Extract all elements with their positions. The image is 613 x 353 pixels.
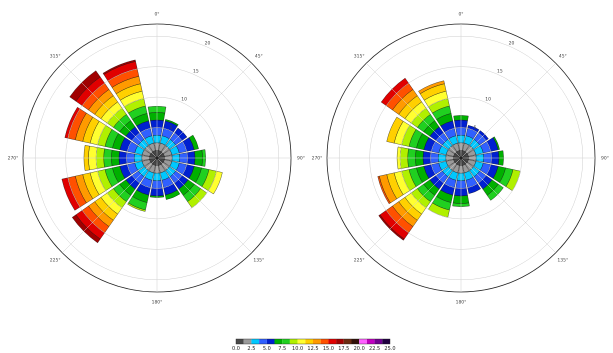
- angle-tick-label: 90°: [601, 156, 609, 162]
- radial-tick-label: 15: [497, 69, 503, 75]
- colorbar-bin: [374, 339, 383, 344]
- angular-gridline: [156, 157, 252, 253]
- colorbar-bin: [305, 339, 313, 344]
- polar-plot-right: 5 10 15 20 0° 45° 90° 135° 180° 225° 270° 315°: [312, 12, 609, 306]
- wedge-5: [460, 157, 521, 191]
- wedge-15: [102, 59, 158, 159]
- colorbar-bin: [243, 339, 252, 344]
- wedge-band: [127, 202, 146, 212]
- colorbar: 0.0 2.5 5.0 7.5 10.0 12.5 15.0 17.5 20.0 22.5 25.0: [232, 338, 396, 352]
- wedge-band: [188, 134, 199, 150]
- wedge-11: [61, 157, 158, 211]
- angle-tick-label: 315°: [354, 54, 365, 60]
- colorbar-bin: [351, 339, 360, 344]
- polar-center: [155, 156, 159, 160]
- radial-tick-label: 5: [474, 125, 477, 131]
- colorbar-frame: [235, 338, 391, 345]
- wedge-band: [386, 116, 404, 144]
- wedge-5: [156, 157, 223, 195]
- radial-tick-label: 10: [485, 97, 491, 103]
- colorbar-bin: [236, 339, 244, 344]
- wedge-band: [377, 175, 391, 205]
- angle-tick-label: 270°: [312, 156, 323, 162]
- colorbar-bin: [282, 339, 290, 344]
- colorbar-bin: [259, 339, 267, 344]
- colorbar-tick-label: 15.0: [323, 346, 334, 352]
- colorbar-bin: [320, 339, 329, 344]
- angular-gridline: [366, 63, 462, 159]
- colorbar-bin: [274, 339, 283, 344]
- angle-tick-label: 225°: [354, 257, 365, 263]
- wedge-band: [378, 214, 405, 241]
- colorbar-tick-label: 5.0: [263, 346, 271, 352]
- wedge-15: [418, 80, 462, 159]
- angle-tick-label: 225°: [50, 257, 61, 263]
- angle-tick-label: 135°: [557, 257, 568, 263]
- colorbar-tick-label: 20.0: [354, 346, 365, 352]
- wedge-band: [165, 189, 181, 200]
- colorbar-bin: [382, 339, 390, 344]
- colorbar-tick-label: 7.5: [278, 346, 286, 352]
- wedge-band: [102, 59, 136, 75]
- angle-tick-label: 0°: [458, 12, 463, 18]
- colorbar-tick-label: 12.5: [307, 346, 318, 352]
- angle-tick-label: 0°: [154, 12, 159, 18]
- colorbar-tick-label: 25.0: [384, 346, 395, 352]
- radial-tick-label: 10: [181, 97, 187, 103]
- colorbar-bin: [313, 339, 321, 344]
- colorbar-tick-label: 2.5: [247, 346, 255, 352]
- colorbar-tick-label: 10.0: [292, 346, 303, 352]
- colorbar-bin: [251, 339, 260, 344]
- wedge-7: [156, 157, 181, 200]
- polar-plot-left: 5 10 15 20 0° 45° 90° 135° 180° 225° 270° 315°: [8, 12, 305, 306]
- colorbar-bin: [366, 339, 375, 344]
- radial-tick-label: 20: [509, 40, 515, 46]
- angular-gridline: [366, 157, 462, 253]
- colorbar-bin: [336, 339, 344, 344]
- angular-gridline: [460, 63, 556, 159]
- wedge-band: [165, 119, 179, 127]
- angle-tick-label: 315°: [50, 54, 61, 60]
- wedge-9: [127, 157, 158, 212]
- angular-gridline: [62, 63, 158, 159]
- angle-tick-label: 180°: [152, 300, 163, 306]
- angle-tick-label: 90°: [297, 156, 305, 162]
- angular-gridline: [62, 157, 158, 253]
- radial-tick-label: 20: [205, 40, 211, 46]
- radial-tick-label: 15: [193, 69, 199, 75]
- wedge-11: [377, 157, 462, 205]
- wedge-13: [386, 116, 462, 159]
- angle-tick-label: 270°: [8, 156, 19, 162]
- radial-tick-label: 5: [170, 125, 173, 131]
- polar-center: [459, 156, 463, 160]
- colorbar-bin: [266, 339, 275, 344]
- angular-gridline: [156, 63, 252, 159]
- wedge-band: [418, 80, 445, 95]
- colorbar-bin: [343, 339, 352, 344]
- colorbar-bin: [289, 339, 298, 344]
- colorbar-tick-label: 17.5: [338, 346, 349, 352]
- angle-tick-label: 180°: [456, 300, 467, 306]
- colorbar-tick-label: 22.5: [369, 346, 380, 352]
- colorbar-bin: [297, 339, 306, 344]
- angle-tick-label: 45°: [255, 54, 263, 60]
- colorbar-bin: [328, 339, 337, 344]
- angular-gridline: [460, 157, 556, 253]
- colorbar-tick-label: 0.0: [232, 346, 240, 352]
- wedge-3: [156, 134, 199, 159]
- wedge-band: [492, 136, 500, 150]
- colorbar-bin: [359, 339, 367, 344]
- angle-tick-label: 135°: [253, 257, 264, 263]
- angle-tick-label: 45°: [559, 54, 567, 60]
